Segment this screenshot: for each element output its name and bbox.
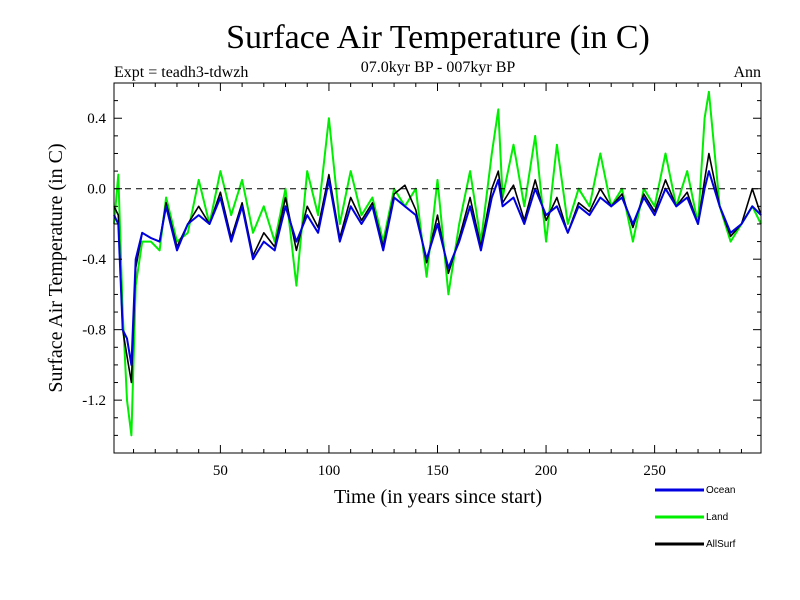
chart-title: Surface Air Temperature (in C)	[226, 19, 650, 56]
experiment-label: Expt = teadh3-tdwzh	[114, 64, 248, 81]
y-tick-label: 0.0	[87, 182, 106, 198]
series-line-land	[113, 90, 762, 437]
x-tick-label: 250	[643, 463, 666, 479]
x-tick-label: 150	[426, 463, 449, 479]
legend: Ocean Land AllSurf	[655, 485, 736, 550]
axis-ticks: 50 100 150 200 250 0.4 0.0 -0.4 -0.8 -1.2	[82, 83, 761, 479]
x-tick-label: 200	[535, 463, 558, 479]
y-tick-label: -0.8	[82, 323, 106, 339]
series-line-ocean	[113, 170, 762, 366]
chart-subtitle: 07.0kyr BP - 007kyr BP	[361, 59, 516, 76]
x-axis-label: Time (in years since start)	[334, 486, 542, 508]
x-tick-label: 50	[213, 463, 228, 479]
x-tick-label: 100	[318, 463, 341, 479]
legend-label-allsurf: AllSurf	[706, 539, 736, 550]
plot-frame	[113, 82, 762, 454]
y-axis-label: Surface Air Temperature (in C)	[45, 143, 67, 392]
season-label: Ann	[733, 64, 761, 81]
y-tick-label: -0.4	[82, 252, 106, 268]
y-tick-label: -1.2	[82, 393, 106, 409]
legend-label-ocean: Ocean	[706, 485, 735, 496]
legend-label-land: Land	[706, 512, 728, 523]
plot-lines	[113, 90, 762, 437]
y-tick-label: 0.4	[87, 111, 106, 127]
